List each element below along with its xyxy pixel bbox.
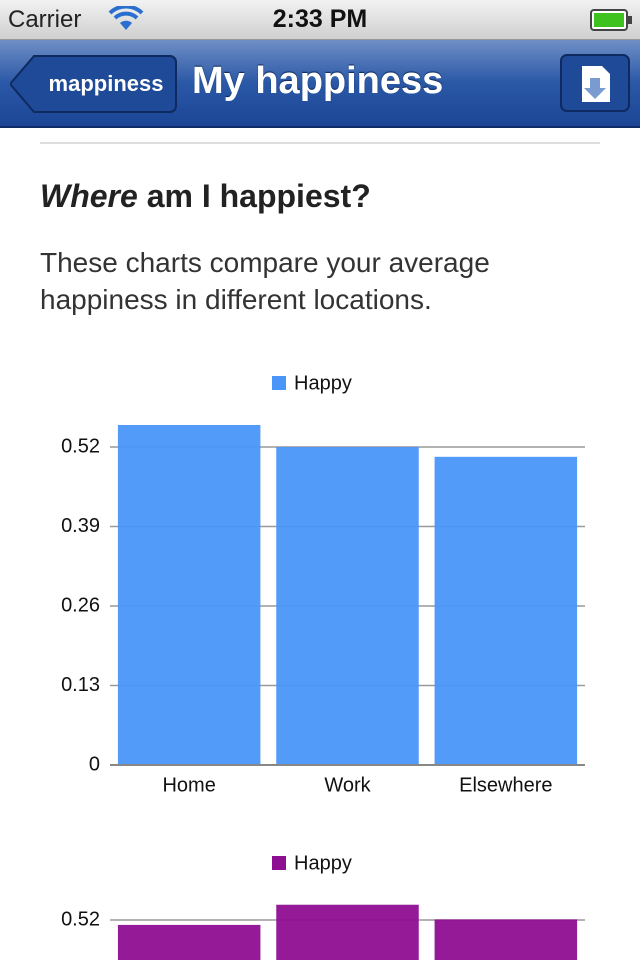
- carrier: Carrier: [8, 6, 82, 33]
- wifi-icon: [108, 6, 144, 30]
- x-tick-label: Work: [324, 774, 371, 796]
- bar: [434, 456, 578, 765]
- bar: [276, 904, 419, 960]
- y-tick-label: 0.39: [61, 515, 100, 537]
- export-button[interactable]: [560, 54, 632, 114]
- bar: [117, 425, 261, 765]
- y-tick-label: 0: [89, 753, 100, 775]
- heading-rest: am I happiest?: [146, 178, 371, 214]
- legend-swatch: [272, 376, 286, 390]
- status-bar: Carrier 2:33 PM: [0, 0, 640, 40]
- heading: Where am I happiest?: [40, 178, 371, 215]
- legend-label: Happy: [294, 372, 352, 394]
- nav-title: My happiness: [192, 60, 444, 102]
- y-tick-label: 0.52: [61, 908, 100, 930]
- y-tick-label: 0.26: [61, 594, 100, 616]
- heading-emphasis: Where: [40, 178, 138, 214]
- bar: [434, 919, 578, 960]
- battery-icon: [590, 9, 632, 31]
- description: These charts compare your average happin…: [40, 247, 490, 315]
- clock: 2:33 PM: [272, 5, 368, 33]
- y-tick-label: 0.13: [61, 674, 100, 696]
- back-label[interactable]: mappiness: [49, 71, 164, 96]
- legend-swatch: [272, 856, 286, 870]
- y-tick-label: 0.52: [61, 435, 100, 457]
- x-tick-label: Home: [162, 774, 215, 796]
- x-tick-label: Elsewhere: [459, 774, 552, 796]
- legend-label: Happy: [294, 852, 352, 874]
- bar: [276, 447, 419, 765]
- divider: [40, 142, 600, 144]
- bar: [117, 924, 261, 960]
- back-button[interactable]: mappiness: [10, 54, 178, 114]
- nav-bar: mappiness My happiness: [0, 40, 640, 128]
